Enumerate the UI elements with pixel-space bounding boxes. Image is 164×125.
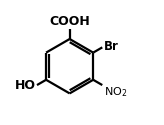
Text: NO$_2$: NO$_2$ [103, 86, 127, 100]
Text: Br: Br [103, 40, 118, 53]
Text: COOH: COOH [49, 14, 90, 28]
Text: HO: HO [15, 78, 36, 92]
